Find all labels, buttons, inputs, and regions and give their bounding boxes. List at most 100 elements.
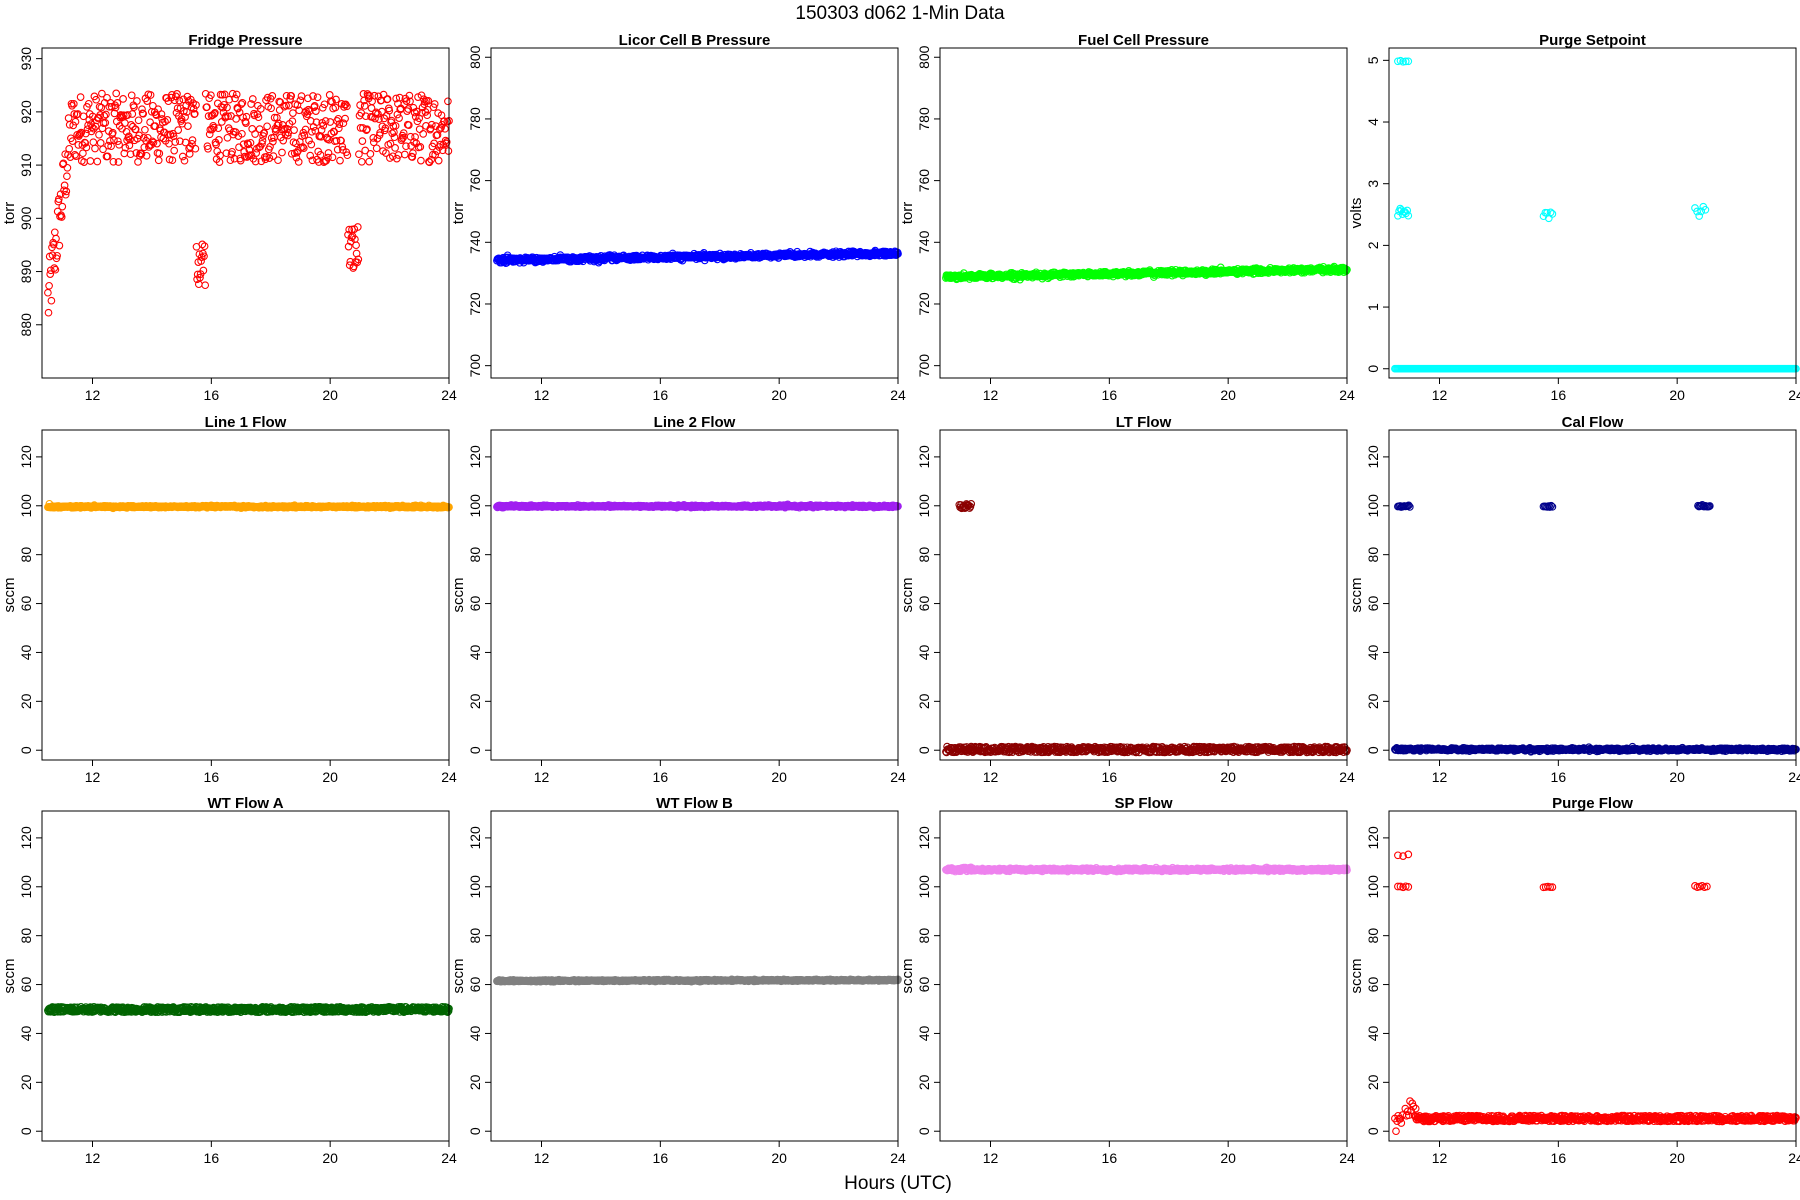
x-tick-label: 16 <box>653 769 669 785</box>
data-point <box>208 111 217 119</box>
data-point <box>417 91 426 100</box>
data-point <box>93 157 102 166</box>
data-point <box>103 93 111 102</box>
data-point <box>312 118 321 127</box>
data-point <box>138 105 146 114</box>
data-point <box>89 138 98 147</box>
data-point <box>163 116 172 124</box>
data-point <box>120 119 129 127</box>
data-point <box>147 141 156 149</box>
data-point <box>86 157 95 165</box>
data-point <box>81 139 90 147</box>
data-point <box>316 151 325 159</box>
data-point <box>92 95 100 104</box>
data-point <box>178 152 187 161</box>
data-point <box>313 93 322 102</box>
y-tick-label: 1 <box>1365 303 1381 311</box>
data-point <box>390 133 399 142</box>
data-point <box>46 270 55 278</box>
data-point <box>416 143 425 151</box>
data-point <box>63 163 72 172</box>
y-tick-label: 780 <box>467 107 483 131</box>
data-point <box>66 153 75 161</box>
data-point <box>339 119 348 128</box>
data-point <box>415 125 424 134</box>
data-point <box>62 187 71 196</box>
data-point <box>142 151 151 160</box>
data-point <box>332 136 341 145</box>
data-point <box>263 122 271 131</box>
data-point <box>239 140 248 149</box>
data-point <box>242 112 251 121</box>
data-point <box>260 129 269 137</box>
x-tick-label: 16 <box>204 387 220 403</box>
data-point <box>372 108 380 117</box>
x-tick-label: 24 <box>890 769 906 785</box>
y-tick-label: 4 <box>1365 118 1381 126</box>
data-point <box>134 116 143 125</box>
data-point <box>214 124 223 133</box>
data-point <box>395 93 404 102</box>
data-point <box>413 107 421 116</box>
panel-title: Fuel Cell Pressure <box>1078 32 1209 49</box>
x-tick-label: 16 <box>653 387 669 403</box>
data-point <box>293 148 301 157</box>
data-point <box>198 240 207 249</box>
data-point <box>404 105 413 113</box>
y-tick-label: 0 <box>1365 365 1381 373</box>
data-point <box>113 99 122 107</box>
y-tick-label: 60 <box>18 596 34 612</box>
data-point <box>330 128 339 136</box>
data-point <box>305 136 313 145</box>
y-axis-label: torr <box>1 202 18 225</box>
data-point <box>405 91 414 100</box>
y-tick-label: 120 <box>18 445 34 469</box>
data-point <box>278 148 286 157</box>
data-point <box>270 113 279 122</box>
data-point <box>149 138 158 147</box>
data-point <box>157 110 166 118</box>
data-point <box>236 156 245 165</box>
y-axis-label: sccm <box>450 578 467 613</box>
data-point <box>366 150 375 158</box>
data-point <box>296 96 305 105</box>
data-point <box>228 147 236 156</box>
data-point <box>114 137 122 146</box>
data-point <box>325 91 334 99</box>
data-point <box>106 137 114 145</box>
data-point <box>269 152 278 160</box>
data-point <box>267 104 275 113</box>
data-point <box>161 117 169 126</box>
data-point <box>444 147 453 155</box>
data-point <box>268 92 277 100</box>
data-point <box>383 95 392 103</box>
data-point <box>59 159 68 168</box>
panel-title: Line 1 Flow <box>205 414 287 431</box>
y-tick-label: 780 <box>916 107 932 131</box>
data-point <box>404 121 413 129</box>
data-point <box>88 123 96 131</box>
data-point <box>353 223 362 231</box>
x-tick-label: 24 <box>1788 387 1800 403</box>
data-point <box>173 90 181 98</box>
data-point <box>370 91 379 100</box>
data-point <box>409 149 417 157</box>
data-point <box>50 228 59 237</box>
data-point <box>251 157 260 166</box>
data-point <box>192 101 200 109</box>
y-tick-label: 5 <box>1365 56 1381 64</box>
data-point <box>345 225 354 234</box>
data-point <box>324 149 333 157</box>
data-point <box>153 139 161 148</box>
data-point <box>200 252 208 261</box>
data-point <box>402 142 410 151</box>
data-point <box>248 95 257 103</box>
data-point <box>76 129 84 138</box>
data-point <box>406 132 415 141</box>
data-point <box>238 129 246 138</box>
data-point <box>358 137 367 145</box>
data-point <box>431 150 440 159</box>
data-point <box>382 149 390 157</box>
